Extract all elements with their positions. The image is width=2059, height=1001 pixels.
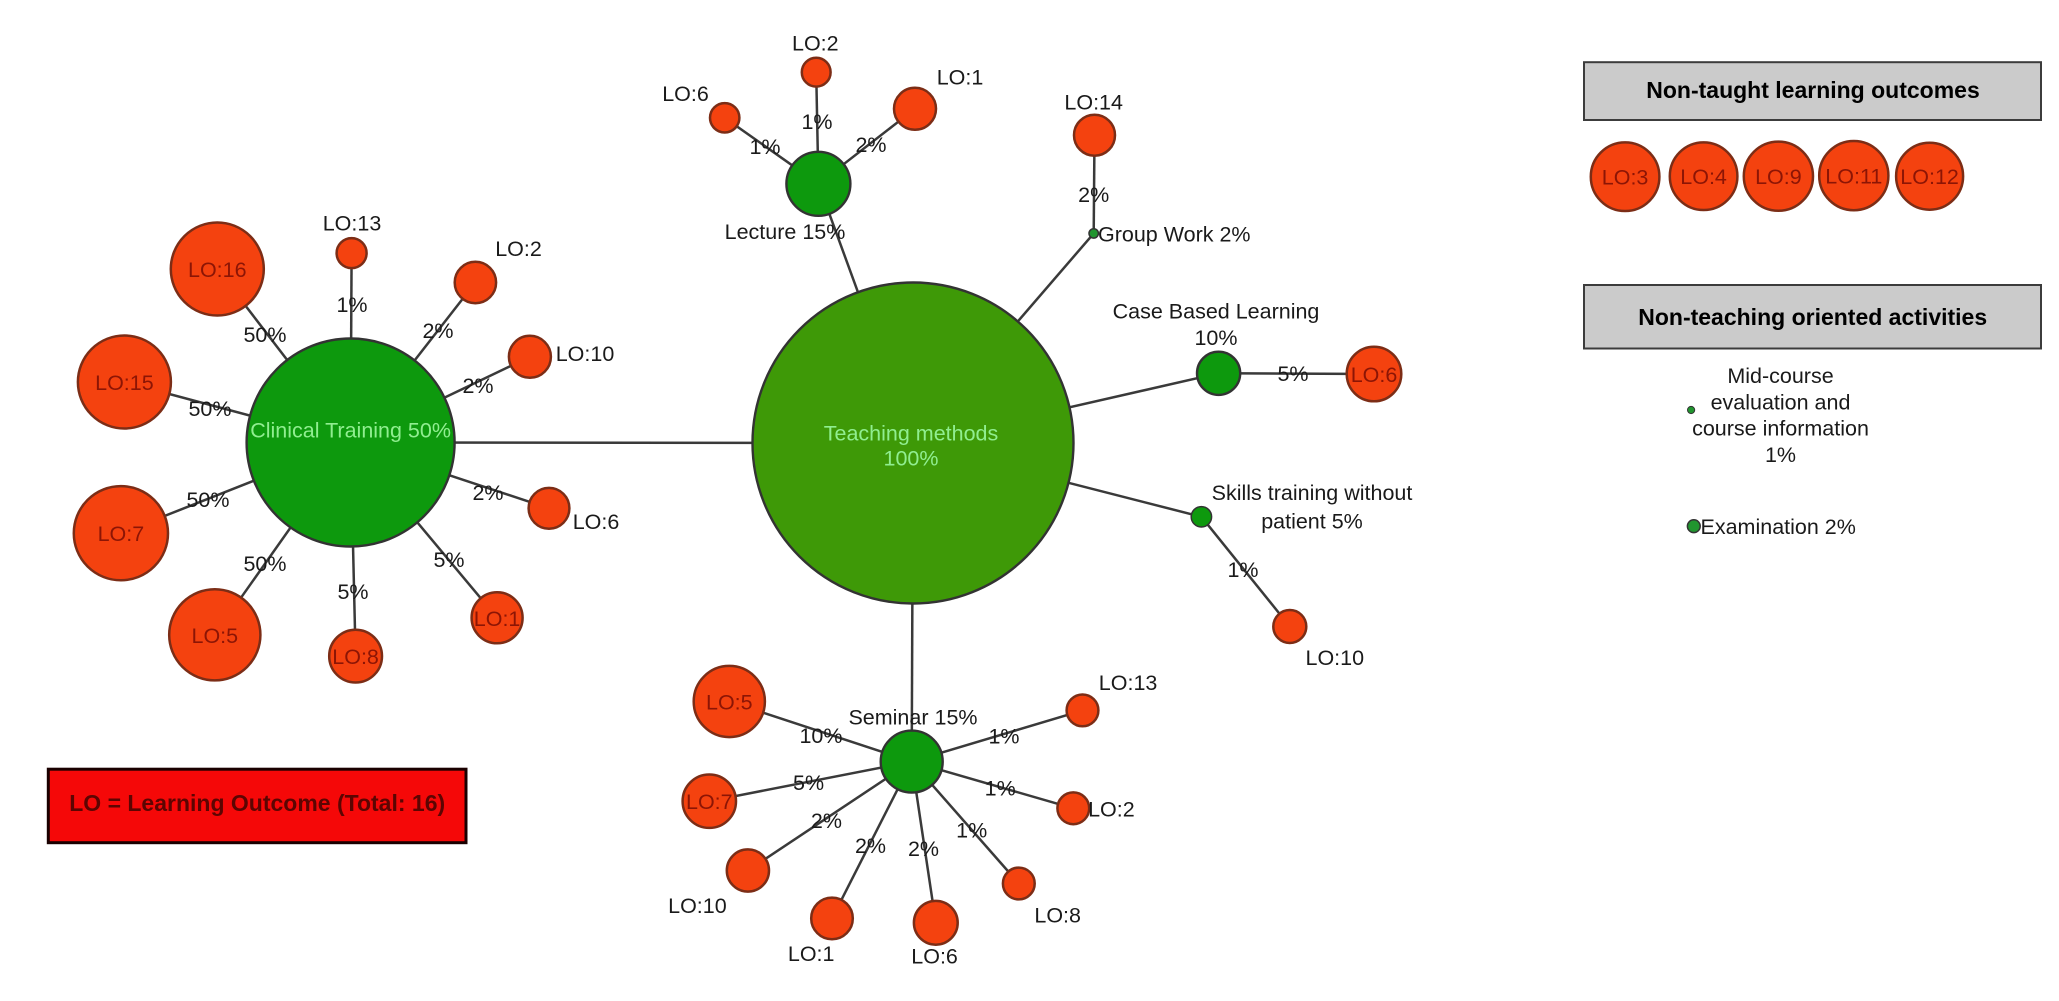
svg-text:Examination 2%: Examination 2% — [1701, 515, 1856, 539]
svg-text:Lecture 15%: Lecture 15% — [725, 220, 846, 244]
svg-text:LO:4: LO:4 — [1680, 165, 1727, 189]
svg-text:Clinical Training 50%: Clinical Training 50% — [250, 419, 451, 443]
svg-text:Mid-course: Mid-course — [1727, 364, 1833, 388]
svg-text:100%: 100% — [884, 447, 939, 471]
svg-text:2%: 2% — [855, 834, 886, 858]
svg-text:1%: 1% — [749, 135, 780, 159]
svg-text:50%: 50% — [243, 323, 286, 347]
svg-text:evaluation and: evaluation and — [1711, 391, 1851, 415]
svg-text:LO = Learning Outcome (Total:: LO = Learning Outcome (Total: 16) — [69, 790, 445, 816]
svg-text:Group Work 2%: Group Work 2% — [1098, 223, 1251, 247]
svg-text:Teaching methods: Teaching methods — [824, 422, 999, 446]
svg-text:2%: 2% — [462, 374, 493, 398]
svg-text:LO:14: LO:14 — [1064, 91, 1123, 115]
svg-text:2%: 2% — [472, 481, 503, 505]
svg-text:LO:2: LO:2 — [1088, 798, 1135, 822]
svg-text:50%: 50% — [243, 552, 286, 576]
svg-text:Skills training without: Skills training without — [1212, 481, 1413, 505]
svg-text:1%: 1% — [801, 110, 832, 134]
svg-text:50%: 50% — [186, 488, 229, 512]
svg-text:LO:3: LO:3 — [1602, 166, 1649, 190]
svg-text:LO:2: LO:2 — [495, 237, 542, 261]
svg-text:Case Based Learning: Case Based Learning — [1113, 300, 1320, 324]
svg-text:course information: course information — [1692, 417, 1869, 441]
svg-text:LO:5: LO:5 — [706, 691, 753, 715]
svg-text:LO:6: LO:6 — [573, 510, 620, 534]
svg-text:LO:5: LO:5 — [191, 624, 238, 648]
svg-text:1%: 1% — [1765, 443, 1796, 467]
svg-text:LO:13: LO:13 — [1099, 671, 1158, 695]
svg-text:50%: 50% — [188, 397, 231, 421]
svg-text:2%: 2% — [422, 319, 453, 343]
svg-text:1%: 1% — [956, 819, 987, 843]
svg-text:5%: 5% — [337, 580, 368, 604]
svg-text:1%: 1% — [988, 725, 1019, 749]
svg-text:LO:15: LO:15 — [95, 371, 154, 395]
svg-text:LO:7: LO:7 — [98, 522, 145, 546]
svg-text:LO:13: LO:13 — [323, 212, 382, 236]
svg-text:1%: 1% — [985, 777, 1016, 801]
svg-text:LO:9: LO:9 — [1755, 165, 1802, 189]
svg-text:LO:8: LO:8 — [332, 645, 379, 669]
svg-text:10%: 10% — [799, 724, 842, 748]
svg-text:1%: 1% — [336, 293, 367, 317]
svg-text:Seminar 15%: Seminar 15% — [848, 706, 977, 730]
svg-text:5%: 5% — [433, 548, 464, 572]
svg-text:LO:1: LO:1 — [788, 942, 835, 966]
svg-text:2%: 2% — [908, 837, 939, 861]
svg-text:LO:1: LO:1 — [474, 607, 521, 631]
svg-text:2%: 2% — [811, 809, 842, 833]
svg-text:LO:6: LO:6 — [911, 945, 958, 969]
svg-text:LO:16: LO:16 — [188, 258, 247, 282]
svg-text:2%: 2% — [1078, 183, 1109, 207]
svg-text:LO:7: LO:7 — [686, 790, 733, 814]
svg-text:5%: 5% — [1277, 362, 1308, 386]
svg-text:LO:8: LO:8 — [1034, 904, 1081, 928]
svg-text:10%: 10% — [1194, 326, 1237, 350]
svg-text:LO:10: LO:10 — [1306, 646, 1365, 670]
svg-text:5%: 5% — [793, 771, 824, 795]
svg-text:LO:1: LO:1 — [937, 66, 984, 90]
svg-text:Non-teaching oriented activiti: Non-teaching oriented activities — [1638, 304, 1987, 330]
svg-text:LO:10: LO:10 — [668, 894, 727, 918]
svg-text:1%: 1% — [1227, 558, 1258, 582]
svg-text:LO:12: LO:12 — [1900, 165, 1959, 189]
svg-text:Non-taught learning outcomes: Non-taught learning outcomes — [1646, 77, 1980, 103]
svg-text:LO:2: LO:2 — [792, 32, 839, 56]
svg-text:LO:6: LO:6 — [1351, 363, 1398, 387]
svg-text:2%: 2% — [855, 133, 886, 157]
svg-text:LO:11: LO:11 — [1825, 165, 1882, 189]
svg-text:LO:10: LO:10 — [556, 342, 615, 366]
svg-text:LO:6: LO:6 — [662, 82, 709, 106]
svg-text:patient 5%: patient 5% — [1261, 510, 1363, 534]
